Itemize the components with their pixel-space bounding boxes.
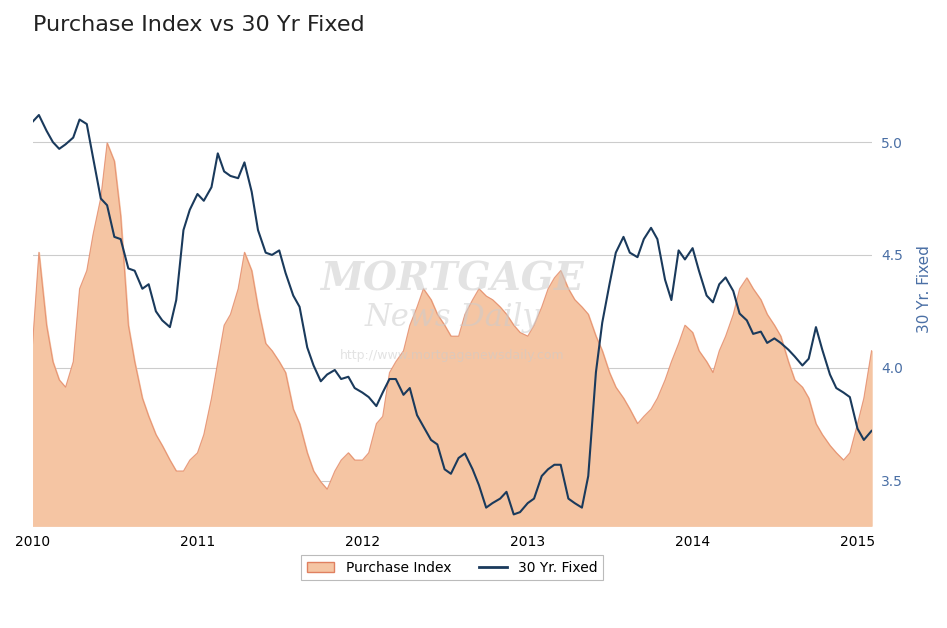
Text: News Daily: News Daily xyxy=(365,301,540,333)
Text: MORTGAGE: MORTGAGE xyxy=(320,260,584,298)
Y-axis label: 30 Yr. Fixed: 30 Yr. Fixed xyxy=(917,245,932,333)
Legend: Purchase Index, 30 Yr. Fixed: Purchase Index, 30 Yr. Fixed xyxy=(301,555,603,580)
Text: Purchase Index vs 30 Yr Fixed: Purchase Index vs 30 Yr Fixed xyxy=(32,15,365,35)
Text: http://www.mortgagenewsdaily.com: http://www.mortgagenewsdaily.com xyxy=(340,349,564,362)
